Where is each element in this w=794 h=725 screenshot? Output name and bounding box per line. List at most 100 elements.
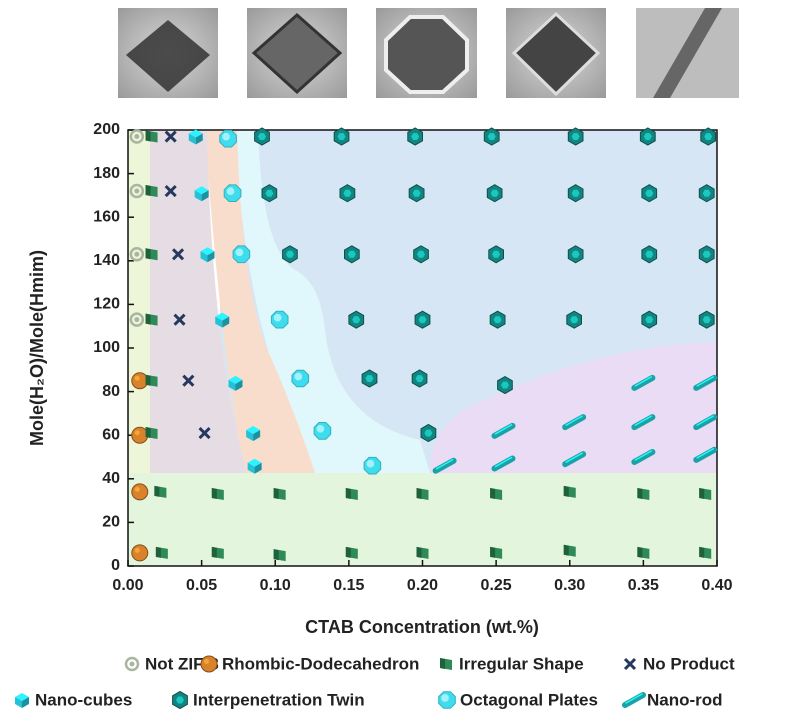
legend-label: Nano-rod xyxy=(647,690,723,709)
marker-flag xyxy=(156,547,168,559)
y-tick-label: 100 xyxy=(93,339,120,356)
marker-hex xyxy=(568,246,583,263)
marker-part xyxy=(130,662,135,667)
marker-part xyxy=(132,484,148,500)
marker-part xyxy=(564,545,569,556)
marker-part xyxy=(134,317,139,322)
marker-flag xyxy=(699,488,711,500)
marker-flag xyxy=(146,427,158,439)
marker-part xyxy=(132,545,148,561)
marker-part xyxy=(134,189,139,194)
y-axis-label: Mole(H₂O)/Mole(Hmim) xyxy=(27,250,47,446)
marker-hex xyxy=(345,246,360,263)
marker-part xyxy=(699,488,704,499)
marker-part xyxy=(417,488,422,499)
legend-marker xyxy=(625,659,635,669)
x-tick-label: 0.40 xyxy=(701,577,732,594)
marker-hex xyxy=(568,185,583,202)
marker-octagon xyxy=(224,185,241,202)
x-tick-label: 0.20 xyxy=(407,577,438,594)
y-tick-label: 120 xyxy=(93,296,120,313)
y-tick-label: 20 xyxy=(102,514,120,531)
marker-part xyxy=(490,488,495,499)
marker-hex xyxy=(408,128,423,145)
marker-flag xyxy=(417,547,429,559)
legend-marker xyxy=(625,694,643,705)
marker-hex xyxy=(642,311,657,328)
marker-part xyxy=(146,375,151,386)
y-tick-label: 80 xyxy=(102,383,120,400)
legend-label: Nano-cubes xyxy=(35,690,132,709)
marker-hex xyxy=(262,185,277,202)
marker-hex xyxy=(421,425,436,442)
marker-part xyxy=(637,488,642,499)
marker-part xyxy=(134,252,139,257)
marker-hex xyxy=(640,128,655,145)
marker-hex xyxy=(490,311,505,328)
marker-part xyxy=(274,488,279,499)
y-tick-label: 140 xyxy=(93,252,120,269)
marker-octagon xyxy=(233,246,250,263)
x-tick-label: 0.05 xyxy=(186,577,217,594)
marker-part xyxy=(135,548,140,553)
marker-part xyxy=(625,659,635,669)
marker-part xyxy=(146,185,151,196)
marker-flag xyxy=(490,488,502,500)
legend-marker xyxy=(439,692,456,709)
marker-hex xyxy=(409,185,424,202)
legend-marker xyxy=(173,692,188,709)
x-tick-label: 0.35 xyxy=(628,577,659,594)
marker-flag xyxy=(146,248,158,260)
marker-part xyxy=(134,134,139,139)
marker-part xyxy=(154,486,159,497)
marker-flag xyxy=(637,488,649,500)
legend-label: Rhombic-Dodecahedron xyxy=(222,654,419,673)
marker-hex xyxy=(414,246,429,263)
marker-flag xyxy=(146,185,158,197)
y-tick-label: 0 xyxy=(111,557,120,574)
marker-flag xyxy=(146,375,158,387)
marker-flag xyxy=(274,488,286,500)
marker-hex xyxy=(567,311,582,328)
marker-octagon xyxy=(292,370,309,387)
marker-hex xyxy=(489,246,504,263)
marker-octagon xyxy=(220,130,237,147)
region xyxy=(128,130,150,473)
marker-sphere xyxy=(132,545,148,561)
marker-part xyxy=(204,659,209,664)
marker-hex xyxy=(568,128,583,145)
legend-marker xyxy=(440,658,452,670)
y-tick-label: 200 xyxy=(93,121,120,138)
marker-flag xyxy=(154,486,166,498)
marker-flag xyxy=(146,131,158,143)
x-tick-label: 0.00 xyxy=(112,577,143,594)
legend-label: Octagonal Plates xyxy=(460,690,598,709)
marker-flag xyxy=(212,488,224,500)
marker-hex xyxy=(642,185,657,202)
marker-part xyxy=(135,487,140,492)
marker-flag xyxy=(146,314,158,326)
marker-sphere xyxy=(132,484,148,500)
marker-part xyxy=(637,547,642,558)
marker-sphere xyxy=(132,373,148,389)
x-tick-label: 0.10 xyxy=(260,577,291,594)
marker-part xyxy=(699,547,704,558)
y-tick-label: 160 xyxy=(93,208,120,225)
marker-hex xyxy=(255,128,270,145)
marker-sphere xyxy=(132,427,148,443)
marker-part xyxy=(490,547,495,558)
y-tick-label: 180 xyxy=(93,165,120,182)
marker-flag xyxy=(637,547,649,559)
micrograph-particle xyxy=(386,17,467,92)
marker-octagon xyxy=(271,311,288,328)
marker-flag xyxy=(564,545,576,557)
marker-part xyxy=(135,376,140,381)
marker-octagon xyxy=(314,423,331,440)
marker-part xyxy=(201,656,217,672)
marker-hex xyxy=(415,311,430,328)
marker-part xyxy=(236,249,243,256)
marker-octagon xyxy=(364,457,381,474)
marker-hex xyxy=(334,128,349,145)
marker-part xyxy=(227,188,234,195)
marker-part xyxy=(146,314,151,325)
